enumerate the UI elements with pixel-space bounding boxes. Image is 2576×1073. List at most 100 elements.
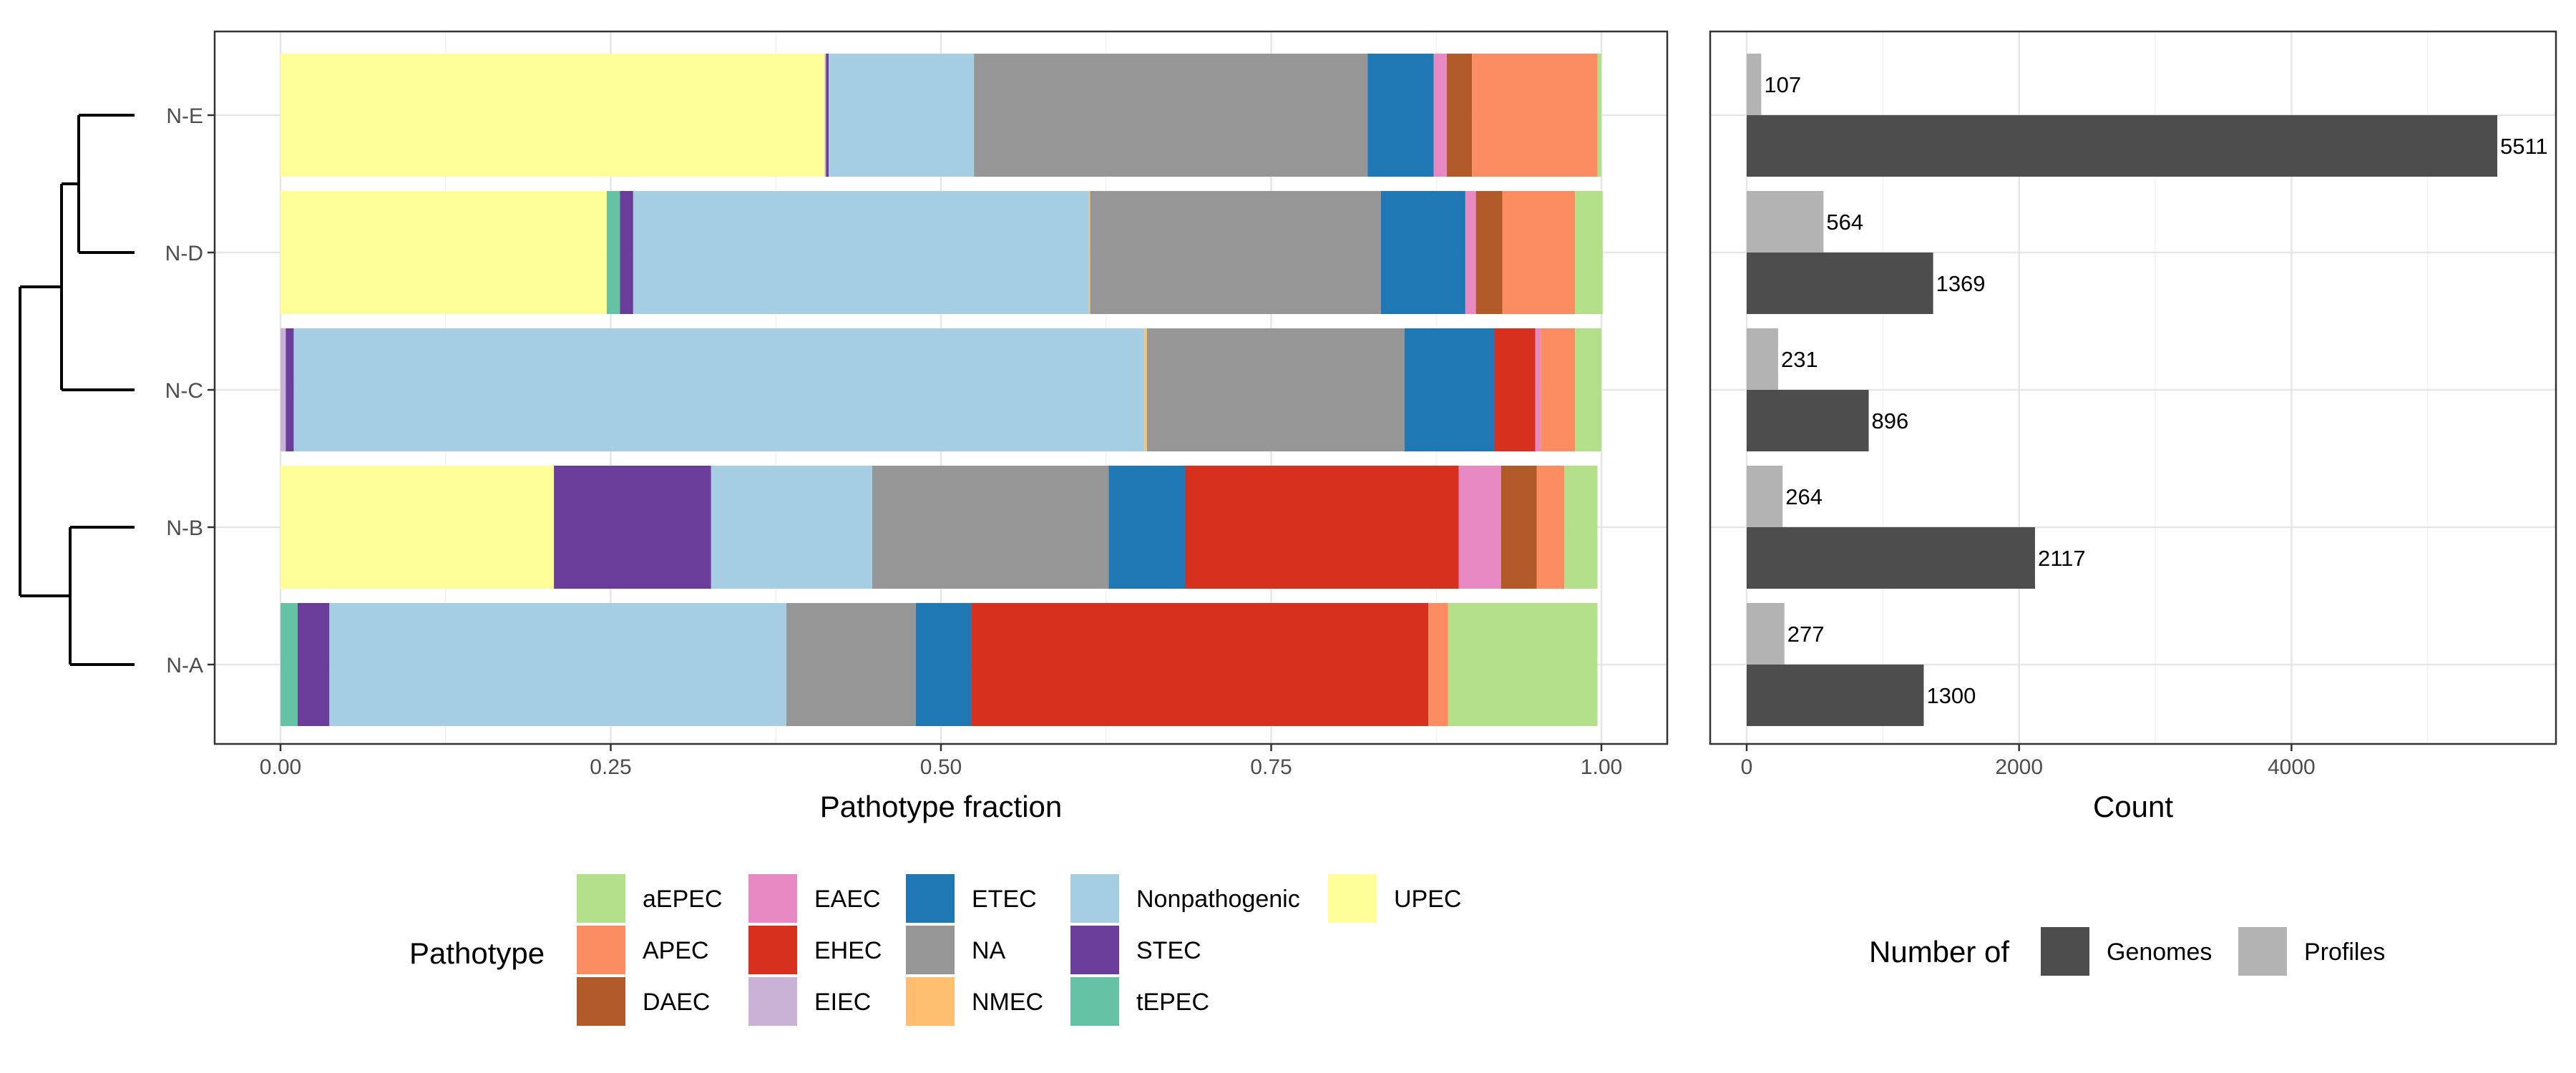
genomes-count-label: 1369 [1936, 271, 1986, 296]
legend-label: ETEC [972, 886, 1037, 913]
bar-segment-n-a-aepec [1448, 603, 1598, 726]
legend-key-ehec [748, 926, 797, 974]
legend-key-upec [1328, 874, 1377, 923]
legend-key-daec [577, 977, 625, 1026]
bar-segment-n-b-nonpathogenic [711, 466, 873, 589]
genomes-count-label: 896 [1872, 408, 1909, 433]
legend-key-nmec [906, 977, 955, 1026]
legend-label: EHEC [814, 937, 882, 964]
legend-label: Profiles [2304, 939, 2385, 966]
left-y-tick-label: N-A [166, 654, 203, 677]
bar-segment-n-b-ehec [1185, 466, 1459, 589]
bar-segment-n-c-eaec [1535, 328, 1541, 451]
legend-label: EAEC [814, 886, 881, 913]
left-y-tick-label: N-E [166, 104, 203, 128]
bar-segment-n-b-apec [1536, 466, 1565, 589]
pathotype-fraction-panel: 0.00 0.25 0.50 0.75 1.00 N-E N-D N-C N-B N-A Patho… [165, 30, 1669, 823]
left-x-tick-label: 0.25 [590, 755, 631, 779]
bar-segment-n-e-eiec [824, 54, 826, 177]
bar-segment-n-a-apec [1428, 603, 1448, 726]
bar-segment-n-e-daec [1447, 54, 1473, 177]
number-of-legend-title: Number of [1869, 935, 2009, 969]
bar-genomes-n-e [1747, 115, 2497, 177]
left-y-tick-label: N-B [166, 516, 203, 540]
bar-segment-n-e-aepec [1597, 54, 1601, 177]
legend-label: STEC [1136, 937, 1201, 964]
left-y-tick-label: N-C [165, 379, 203, 403]
bar-segment-n-e-eaec [1433, 54, 1448, 177]
bar-segment-n-c-eiec [280, 328, 286, 451]
bar-segment-n-d-tepec [606, 191, 620, 314]
legend-key-stec [1070, 926, 1119, 974]
left-x-tick-label: 0.00 [260, 755, 301, 779]
bar-segment-n-b-na [872, 466, 1109, 589]
bar-segment-n-e-upec [280, 54, 825, 177]
profiles-count-label: 264 [1785, 484, 1823, 509]
right-panel-border [1709, 30, 2557, 745]
bar-segment-n-b-upec [280, 466, 555, 589]
profiles-count-label: 231 [1781, 347, 1818, 372]
legend-key-na [906, 926, 955, 974]
bar-segment-n-a-na [786, 603, 916, 726]
bar-segment-n-d-upec [280, 191, 607, 314]
bar-genomes-n-d [1747, 253, 1933, 314]
bar-segment-n-c-etec [1404, 328, 1495, 451]
right-x-tick-label: 2000 [1995, 755, 2043, 779]
left-x-tick-label: 0.75 [1250, 755, 1292, 779]
legend-label: Genomes [2107, 939, 2212, 966]
bar-segment-n-c-ehec [1494, 328, 1536, 451]
bar-genomes-n-b [1747, 527, 2035, 589]
bar-segment-n-a-stec [297, 603, 330, 726]
bar-segment-n-e-na [974, 54, 1368, 177]
left-x-tick-label: 1.00 [1581, 755, 1622, 779]
number-of-legend: Number of Genomes Profiles [1869, 927, 2385, 976]
bar-segment-n-d-daec [1475, 191, 1503, 314]
bar-segment-n-c-stec [286, 328, 294, 451]
profiles-count-label: 564 [1826, 210, 1863, 235]
profiles-count-label: 107 [1764, 72, 1801, 97]
legend-label: Nonpathogenic [1136, 886, 1300, 913]
legend-key-apec [577, 926, 625, 974]
legend-label: NA [972, 937, 1006, 964]
right-x-tick-label: 0 [1741, 755, 1753, 779]
bar-segment-n-c-na [1146, 328, 1405, 451]
legend-key-tepec [1070, 977, 1119, 1026]
bar-segment-n-e-etec [1367, 54, 1434, 177]
bar-profiles-n-d [1747, 191, 1824, 253]
right-x-axis-title: Count [2093, 790, 2173, 823]
legend-key-eiec [748, 977, 797, 1026]
left-x-axis-title: Pathotype fraction [820, 790, 1063, 823]
bar-segment-n-b-stec [554, 466, 711, 589]
pathotype-legend-title: Pathotype [409, 936, 545, 970]
left-x-tick-label: 0.50 [920, 755, 962, 779]
bar-segment-n-a-etec [915, 603, 972, 726]
bar-segment-n-c-nonpathogenic [293, 328, 1145, 451]
bar-segment-n-d-eaec [1465, 191, 1476, 314]
bar-segment-n-e-nonpathogenic [829, 54, 975, 177]
dendrogram [19, 114, 135, 666]
bar-segment-n-e-stec [826, 54, 829, 177]
bar-profiles-n-a [1747, 603, 1785, 665]
legend-key-nonpathogenic [1070, 874, 1119, 923]
right-x-tick-label: 4000 [2268, 755, 2316, 779]
bar-segment-n-d-etec [1380, 191, 1465, 314]
bar-segment-n-d-nonpathogenic [633, 191, 1089, 314]
legend-key-profiles [2238, 927, 2287, 976]
legend-label: DAEC [643, 989, 710, 1016]
legend-label: NMEC [972, 989, 1043, 1016]
bar-segment-n-b-daec [1501, 466, 1537, 589]
bar-segment-n-c-aepec [1575, 328, 1601, 451]
legend-label: aEPEC [643, 886, 723, 913]
legend-key-genomes [2041, 927, 2089, 976]
count-panel: 0 2000 4000 107 5511 564 1369 231 896 264 2117 277 1… [1709, 30, 2557, 823]
bar-profiles-n-b [1747, 466, 1783, 527]
bar-segment-n-b-eaec [1458, 466, 1501, 589]
genomes-count-label: 5511 [2500, 134, 2548, 159]
profiles-count-label: 277 [1787, 622, 1825, 647]
bar-segment-n-a-ehec [971, 603, 1429, 726]
bar-segment-n-d-nmec [1088, 191, 1091, 314]
bar-segment-n-c-nmec [1144, 328, 1147, 451]
bar-profiles-n-c [1747, 328, 1778, 390]
bar-segment-n-d-stec [620, 191, 633, 314]
